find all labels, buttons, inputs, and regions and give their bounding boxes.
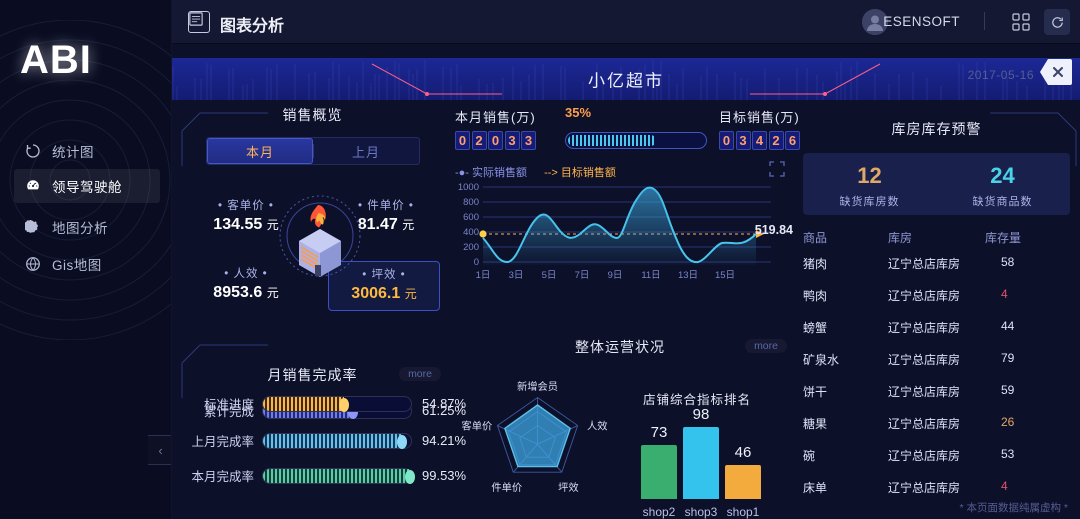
svg-text:5日: 5日 [542,270,557,281]
svg-text:800: 800 [463,197,479,208]
svg-text:1000: 1000 [458,182,479,193]
svg-text:3日: 3日 [509,270,524,281]
svg-text:13日: 13日 [678,270,698,281]
svg-text:0: 0 [474,257,479,268]
svg-text:人效: 人效 [587,419,608,432]
svg-text:600: 600 [463,212,479,223]
svg-text:客单价: 客单价 [461,419,492,432]
svg-text:200: 200 [463,242,479,253]
svg-text:坪效: 坪效 [558,481,579,494]
svg-text:7日: 7日 [575,270,590,281]
svg-text:11日: 11日 [641,270,660,281]
svg-text:15日: 15日 [715,270,735,281]
svg-text:件单价: 件单价 [491,482,522,494]
svg-text:1日: 1日 [476,270,491,281]
svg-text:9日: 9日 [608,270,623,281]
svg-text:400: 400 [463,227,479,238]
svg-text:新增会员: 新增会员 [517,380,558,393]
